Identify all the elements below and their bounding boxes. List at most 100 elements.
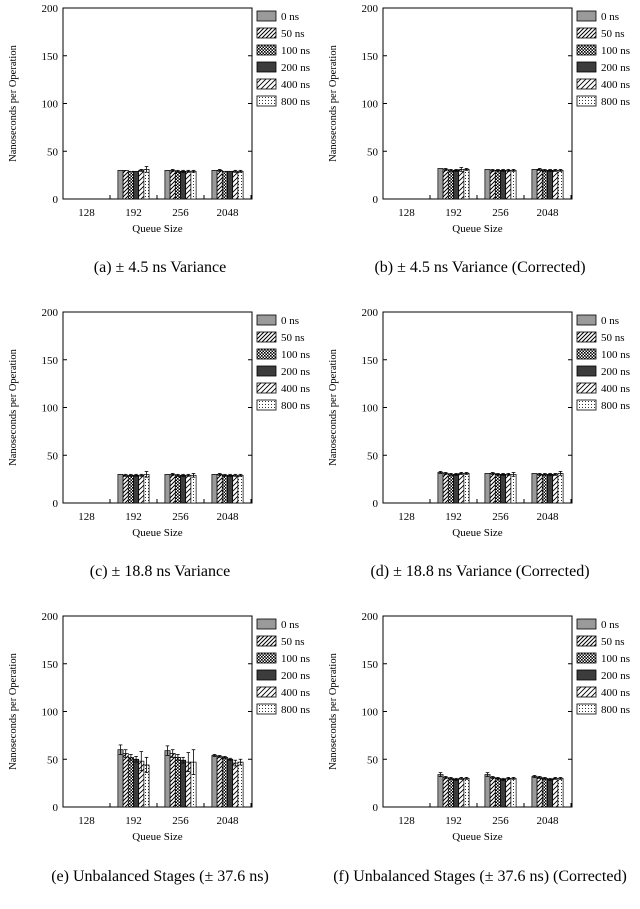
bar	[175, 475, 180, 503]
bar	[144, 169, 149, 199]
legend-label: 50 ns	[601, 332, 625, 344]
bar	[553, 170, 558, 199]
bar	[123, 170, 128, 199]
bar	[212, 170, 217, 199]
bar	[454, 170, 459, 199]
y-tick-label: 200	[362, 307, 379, 319]
bar	[506, 474, 511, 503]
legend-swatch	[257, 619, 276, 629]
legend-swatch	[577, 45, 596, 55]
legend-label: 0 ns	[601, 315, 619, 327]
bar	[128, 171, 133, 199]
y-tick-label: 0	[53, 194, 59, 206]
chart-b: 0 50 100 150 200 Nanoseconds per Operation Que…	[328, 3, 630, 235]
bar	[548, 779, 553, 807]
bar	[217, 170, 222, 199]
bar	[128, 475, 133, 503]
x-axis-label: Queue Size	[132, 527, 183, 539]
legend-swatch	[257, 366, 276, 376]
y-tick-label: 0	[53, 498, 59, 510]
legend-label: 50 ns	[281, 636, 305, 648]
y-tick-label: 100	[362, 99, 379, 111]
bar	[212, 755, 217, 807]
legend-label: 200 ns	[601, 366, 630, 378]
bar	[443, 473, 448, 503]
bar	[506, 170, 511, 199]
legend-label: 800 ns	[601, 400, 630, 412]
legend-swatch	[577, 636, 596, 646]
legend-label: 800 ns	[281, 704, 310, 716]
legend-swatch	[577, 332, 596, 342]
y-tick-label: 50	[367, 450, 379, 462]
bar	[134, 171, 139, 199]
bar	[217, 756, 222, 807]
y-tick-label: 100	[42, 707, 59, 719]
legend-label: 50 ns	[601, 636, 625, 648]
legend-swatch	[257, 383, 276, 393]
bar	[454, 779, 459, 807]
bar	[511, 170, 516, 199]
legend-swatch	[257, 400, 276, 410]
x-tick-label: 2048	[217, 511, 240, 523]
legend-label: 800 ns	[281, 400, 310, 412]
y-tick-label: 100	[362, 707, 379, 719]
bar	[490, 473, 495, 503]
legend-swatch	[577, 366, 596, 376]
legend-label: 100 ns	[601, 653, 630, 665]
legend-swatch	[577, 400, 596, 410]
x-tick-label: 2048	[217, 815, 240, 827]
y-tick-label: 100	[42, 403, 59, 415]
legend-label: 0 ns	[281, 619, 299, 631]
legend-swatch	[257, 687, 276, 697]
y-tick-label: 0	[373, 194, 379, 206]
bar	[438, 168, 443, 199]
y-tick-label: 100	[362, 403, 379, 415]
bar	[495, 170, 500, 199]
y-tick-label: 0	[53, 802, 59, 814]
bar	[459, 169, 464, 199]
bar	[485, 473, 490, 503]
legend-label: 0 ns	[601, 619, 619, 631]
legend-label: 100 ns	[601, 45, 630, 57]
bar	[537, 474, 542, 503]
bar	[532, 169, 537, 199]
bar	[548, 170, 553, 199]
bar	[233, 763, 238, 807]
legend-swatch	[257, 79, 276, 89]
legend-label: 800 ns	[601, 704, 630, 716]
legend-label: 200 ns	[281, 670, 310, 682]
legend-label: 100 ns	[281, 653, 310, 665]
bar	[191, 475, 196, 503]
bar	[144, 474, 149, 503]
x-tick-label: 192	[125, 815, 142, 827]
y-tick-label: 50	[367, 146, 379, 158]
bar	[495, 474, 500, 503]
caption-b: (b) ± 4.5 ns Variance (Corrected)	[320, 258, 640, 277]
chart-c: 0 50 100 150 200 Nanoseconds per Operation Que…	[8, 307, 310, 539]
x-axis-label: Queue Size	[452, 527, 503, 539]
bar	[454, 474, 459, 503]
bar	[542, 778, 547, 807]
legend-swatch	[577, 687, 596, 697]
bar	[238, 762, 243, 807]
bar	[139, 475, 144, 503]
legend-swatch	[577, 653, 596, 663]
y-tick-label: 50	[47, 450, 59, 462]
bar	[238, 475, 243, 503]
legend-label: 50 ns	[601, 28, 625, 40]
x-axis-label: Queue Size	[132, 831, 183, 843]
bar	[233, 475, 238, 503]
x-axis-label: Queue Size	[452, 831, 503, 843]
legend-swatch	[577, 349, 596, 359]
y-tick-label: 0	[373, 802, 379, 814]
x-tick-label: 256	[492, 815, 509, 827]
x-tick-label: 2048	[537, 207, 560, 219]
bar	[490, 170, 495, 199]
x-tick-label: 128	[398, 207, 415, 219]
legend-label: 50 ns	[281, 332, 305, 344]
legend-swatch	[577, 383, 596, 393]
x-tick-label: 2048	[217, 207, 240, 219]
legend-label: 0 ns	[281, 315, 299, 327]
y-axis-label: Nanoseconds per Operation	[8, 348, 19, 465]
